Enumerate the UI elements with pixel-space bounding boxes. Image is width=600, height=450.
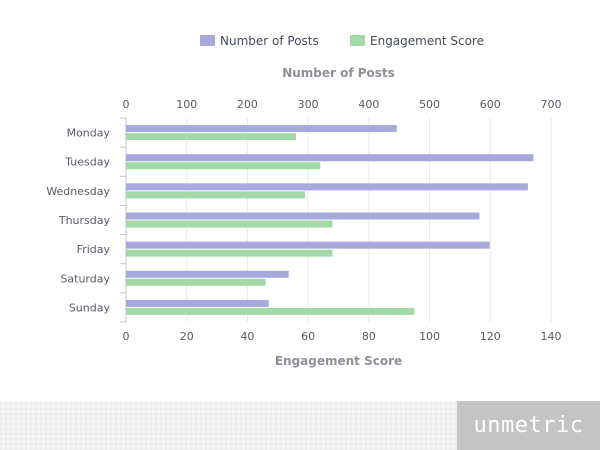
bar-engagement <box>126 278 266 286</box>
bottom-axis-tick-label: 20 <box>180 330 194 343</box>
top-axis-tick-label: 600 <box>480 98 501 111</box>
brand-logo-text: unmetric <box>473 413 584 438</box>
legend-swatch <box>350 35 365 46</box>
bottom-axis-title: Engagement Score <box>275 354 402 368</box>
top-axis-tick-label: 0 <box>123 98 130 111</box>
top-axis-tick-label: 500 <box>419 98 440 111</box>
legend-label: Number of Posts <box>220 34 319 48</box>
footer-band: unmetric <box>0 401 600 450</box>
bar-engagement <box>126 191 306 199</box>
top-axis-tick-label: 200 <box>237 98 258 111</box>
category-label: Wednesday <box>46 185 110 198</box>
bar-posts <box>126 299 269 307</box>
category-label: Thursday <box>58 214 111 227</box>
bar-engagement <box>126 249 333 257</box>
category-label: Monday <box>67 127 111 140</box>
top-axis-tick-label: 100 <box>176 98 197 111</box>
bar-engagement <box>126 133 296 141</box>
bar-posts <box>126 154 534 162</box>
bottom-axis-tick-label: 40 <box>240 330 254 343</box>
bottom-axis-tick-label: 60 <box>301 330 315 343</box>
bottom-axis-tick-label: 0 <box>123 330 130 343</box>
bar-posts <box>126 212 480 220</box>
bottom-axis-tick-label: 80 <box>362 330 376 343</box>
bar-posts <box>126 270 289 278</box>
legend-swatch <box>200 35 215 46</box>
top-axis-tick-label: 400 <box>358 98 379 111</box>
bar-engagement <box>126 162 321 170</box>
top-axis-tick-label: 300 <box>298 98 319 111</box>
category-label: Tuesday <box>64 156 110 169</box>
bar-posts <box>126 125 397 133</box>
top-axis-title: Number of Posts <box>282 66 395 80</box>
category-label: Saturday <box>60 272 110 285</box>
top-axis-tick-label: 700 <box>541 98 562 111</box>
bottom-axis-tick-label: 140 <box>541 330 562 343</box>
category-label: Friday <box>77 243 111 256</box>
legend-label: Engagement Score <box>370 34 484 48</box>
bar-engagement <box>126 220 333 228</box>
brand-logo: unmetric <box>457 401 600 450</box>
bottom-axis-tick-label: 120 <box>480 330 501 343</box>
bar-engagement <box>126 307 415 315</box>
bar-posts <box>126 183 528 191</box>
bar-posts <box>126 241 490 249</box>
bottom-axis-tick-label: 100 <box>419 330 440 343</box>
bar-chart: Number of Posts Engagement Score Number of… <box>46 34 562 368</box>
category-label: Sunday <box>69 301 111 314</box>
